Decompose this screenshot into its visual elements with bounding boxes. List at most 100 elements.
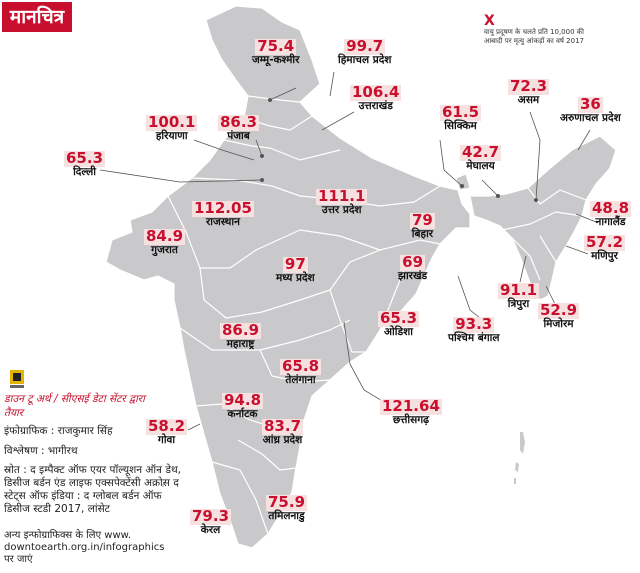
state-tripura: 91.1 त्रिपुरा bbox=[498, 281, 540, 310]
state-value: 65.3 bbox=[64, 149, 106, 167]
state-sikkim: 61.5 सिक्किम bbox=[440, 103, 482, 132]
state-andhra-pradesh: 83.7 आंध्र प्रदेश bbox=[262, 417, 304, 446]
state-name: असम bbox=[517, 93, 540, 106]
state-name: तमिलनाडु bbox=[268, 509, 305, 522]
state-value: 61.5 bbox=[440, 103, 482, 121]
legend-mark: X bbox=[484, 13, 495, 29]
state-chhattisgarh: 121.64 छत्तीसगढ़ bbox=[380, 398, 442, 426]
state-arunachal-pradesh: 36 अरुणाचल प्रदेश bbox=[560, 96, 621, 124]
state-name: बिहार bbox=[411, 227, 434, 240]
state-meghalaya: 42.7 मेघालय bbox=[460, 144, 502, 172]
state-value: 99.7 bbox=[344, 37, 386, 55]
state-maharashtra: 86.9 महाराष्ट्र bbox=[220, 321, 262, 350]
legend-text: वायु प्रदूषण के चलते प्रति 10,000 की आबा… bbox=[484, 28, 584, 45]
state-value: 65.8 bbox=[280, 357, 322, 375]
state-name: महाराष्ट्र bbox=[226, 337, 255, 350]
state-himachal: 99.7 हिमाचल प्रदेश bbox=[338, 38, 391, 66]
credit-analysis: विश्लेषण : भागीरथ bbox=[4, 445, 78, 457]
credit-more-link: अन्य इन्फोग्राफिक्स के लिए www. downtoea… bbox=[4, 530, 165, 565]
state-value: 112.05 bbox=[192, 199, 254, 217]
state-value: 79 bbox=[410, 211, 435, 229]
cse-logo-icon bbox=[10, 370, 24, 388]
state-value: 58.2 bbox=[146, 417, 188, 435]
state-odisha: 65.3 ओडिशा bbox=[378, 309, 420, 338]
state-value: 84.9 bbox=[144, 227, 186, 245]
state-value: 91.1 bbox=[498, 281, 540, 299]
state-jharkhand: 69 झारखंड bbox=[398, 254, 427, 282]
state-karnataka: 94.8 कर्नाटक bbox=[222, 391, 264, 420]
legend: X वायु प्रदूषण के चलते प्रति 10,000 की आ… bbox=[484, 14, 594, 46]
state-rajasthan: 112.05 राजस्थान bbox=[192, 200, 254, 228]
state-assam: 72.3 असम bbox=[508, 77, 550, 106]
state-name: पंजाब bbox=[227, 129, 250, 142]
state-haryana: 100.1 हरियाणा bbox=[146, 114, 198, 142]
state-name: झारखंड bbox=[398, 269, 428, 282]
state-name: आंध्र प्रदेश bbox=[262, 433, 303, 446]
state-value: 52.9 bbox=[538, 301, 580, 319]
state-name: राजस्थान bbox=[205, 215, 240, 228]
india-outline bbox=[105, 5, 471, 549]
state-value: 79.3 bbox=[190, 507, 232, 525]
state-name: हरियाणा bbox=[155, 129, 188, 142]
state-manipur: 57.2 मणिपुर bbox=[584, 233, 626, 262]
state-name: मेघालय bbox=[466, 159, 495, 172]
state-name: ओडिशा bbox=[384, 325, 413, 338]
state-name: त्रिपुरा bbox=[507, 297, 530, 310]
state-name: दिल्ली bbox=[73, 165, 96, 178]
state-bihar: 79 बिहार bbox=[410, 212, 435, 240]
state-delhi: 65.3 दिल्ली bbox=[64, 149, 106, 178]
state-name: गोवा bbox=[157, 433, 176, 446]
state-value: 86.3 bbox=[218, 113, 260, 131]
state-value: 65.3 bbox=[378, 309, 420, 327]
state-value: 94.8 bbox=[222, 391, 264, 409]
state-goa: 58.2 गोवा bbox=[146, 417, 188, 446]
state-tamil-nadu: 75.9 तमिलनाडु bbox=[266, 493, 308, 522]
state-kerala: 79.3 केरल bbox=[190, 507, 232, 536]
state-name: अरुणाचल प्रदेश bbox=[560, 111, 621, 124]
state-name: सिक्किम bbox=[444, 119, 477, 132]
state-name: उत्तर प्रदेश bbox=[321, 203, 362, 216]
state-name: उत्तराखंड bbox=[358, 99, 393, 112]
state-telangana: 65.8 तेलंगाना bbox=[280, 357, 322, 386]
state-value: 75.9 bbox=[266, 493, 308, 511]
state-punjab: 86.3 पंजाब bbox=[218, 113, 260, 142]
state-value: 106.4 bbox=[350, 83, 402, 101]
state-name: मध्य प्रदेश bbox=[276, 271, 315, 284]
state-name: गुजरात bbox=[151, 243, 178, 256]
state-name: नागालैंड bbox=[595, 215, 626, 228]
state-value: 86.9 bbox=[220, 321, 262, 339]
state-madhya-pradesh: 97 मध्य प्रदेश bbox=[276, 256, 315, 284]
state-jammu-kashmir: 75.4 जम्मू-कश्मीर bbox=[252, 38, 299, 66]
state-name: छत्तीसगढ़ bbox=[392, 413, 430, 426]
state-name: कर्नाटक bbox=[227, 407, 258, 420]
state-west-bengal: 93.3 पश्चिम बंगाल bbox=[448, 316, 500, 344]
state-name: केरल bbox=[200, 523, 221, 536]
state-value: 83.7 bbox=[262, 417, 304, 435]
credit-infographic: इंफोग्राफिक : राजकुमार सिंह bbox=[4, 425, 113, 437]
state-value: 69 bbox=[400, 253, 426, 271]
credit-prepared-by: डाउन टू अर्थ / सीएसई डेटा सेंटर द्वारा त… bbox=[4, 393, 145, 419]
state-value: 48.8 bbox=[590, 199, 632, 217]
state-nagaland: 48.8 नागालैंड bbox=[590, 199, 632, 228]
lakshadweep-islands bbox=[158, 470, 164, 487]
state-value: 93.3 bbox=[453, 315, 495, 333]
state-value: 75.4 bbox=[255, 37, 297, 55]
state-gujarat: 84.9 गुजरात bbox=[144, 227, 186, 256]
state-uttarakhand: 106.4 उत्तराखंड bbox=[350, 83, 402, 112]
city-dots bbox=[260, 98, 538, 202]
page-title: मानचित्र bbox=[2, 2, 72, 32]
state-name: पश्चिम बंगाल bbox=[448, 331, 500, 344]
state-value: 57.2 bbox=[584, 233, 626, 251]
state-value: 97 bbox=[282, 255, 308, 273]
state-uttar-pradesh: 111.1 उत्तर प्रदेश bbox=[316, 187, 368, 216]
state-value: 36 bbox=[577, 95, 603, 113]
state-name: मिजोरम bbox=[543, 317, 574, 330]
state-name: हिमाचल प्रदेश bbox=[338, 53, 392, 66]
andaman-islands bbox=[514, 432, 525, 484]
state-name: जम्मू-कश्मीर bbox=[252, 53, 300, 66]
state-name: मणिपुर bbox=[591, 249, 618, 262]
sikkim-outline bbox=[455, 173, 471, 191]
state-value: 121.64 bbox=[380, 397, 442, 415]
state-value: 72.3 bbox=[508, 77, 550, 95]
state-value: 111.1 bbox=[316, 187, 368, 205]
